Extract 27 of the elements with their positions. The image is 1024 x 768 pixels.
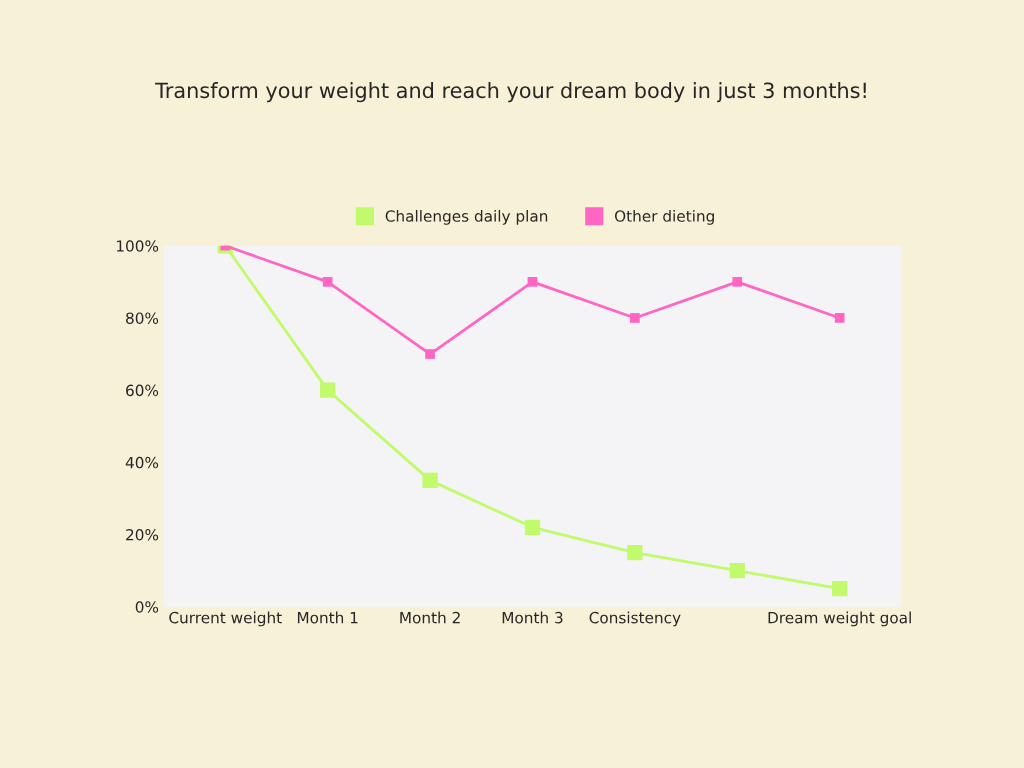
- x-tick-label: Month 3: [502, 611, 563, 624]
- y-tick-label: 20%: [126, 528, 159, 541]
- point: [627, 544, 643, 561]
- point: [425, 349, 435, 359]
- point: [322, 276, 333, 287]
- point: [527, 276, 538, 287]
- x-tick-label: Month 2: [400, 611, 460, 624]
- y-tick-label: 40%: [125, 456, 159, 469]
- x-tick-label: Dream weight goal: [768, 611, 911, 627]
- point: [832, 581, 848, 597]
- point: [732, 276, 743, 287]
- chart-title: Transform your weight and reach your dream body in just 3 months!: [155, 82, 866, 103]
- x-tick-label: Current weight: [169, 611, 282, 627]
- point: [320, 382, 336, 398]
- point: [630, 313, 640, 323]
- x-tick-label: Month 1: [297, 611, 358, 624]
- y-tick-label: 100%: [116, 240, 159, 252]
- y-tick-label: 80%: [126, 312, 159, 324]
- point: [422, 472, 438, 489]
- point: [834, 313, 845, 323]
- legend-label: Other dieting: [614, 210, 714, 225]
- y-tick-label: 0%: [135, 601, 159, 613]
- point: [524, 519, 541, 535]
- point: [729, 562, 745, 579]
- x-tick-label: Consistency: [589, 611, 681, 627]
- legend-label: Challenges daily plan: [385, 210, 548, 225]
- y-tick-label: 60%: [126, 384, 159, 397]
